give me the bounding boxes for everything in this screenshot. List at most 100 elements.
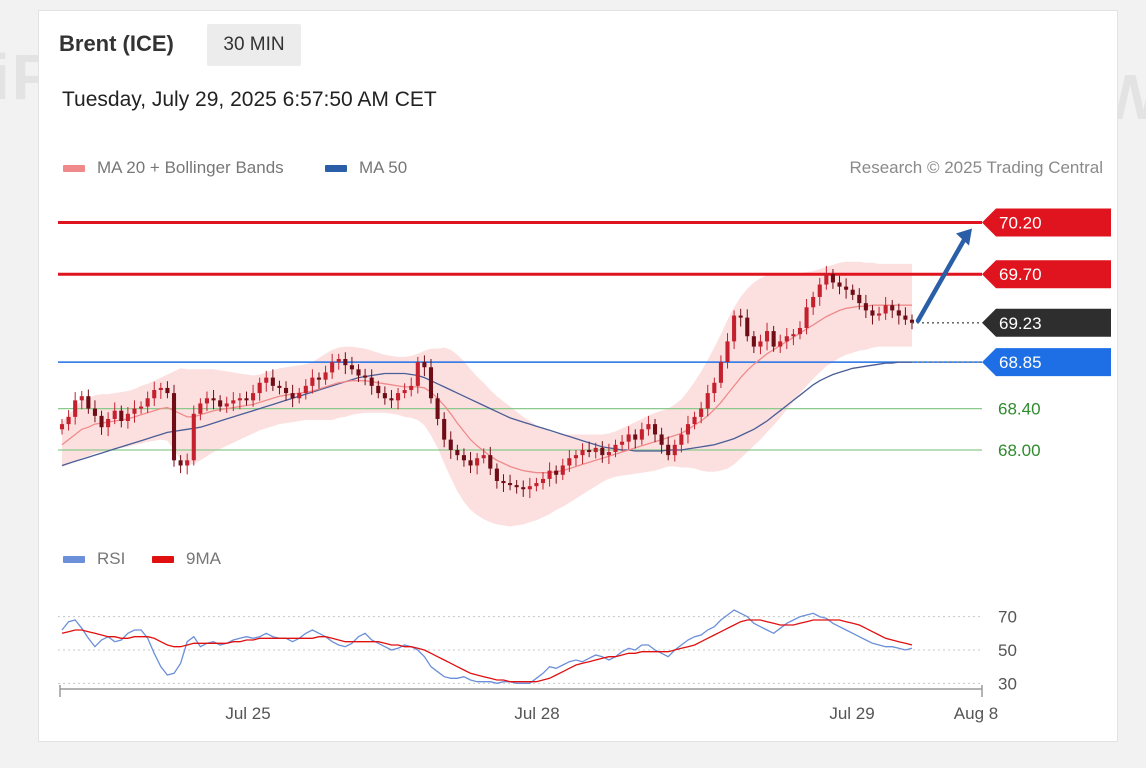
candle-body xyxy=(514,485,519,488)
candle-body xyxy=(573,455,578,459)
candle-body xyxy=(185,460,190,466)
candle-body xyxy=(824,274,829,285)
candle-body xyxy=(883,305,888,314)
candle-body xyxy=(132,408,137,414)
candle-body xyxy=(198,403,203,414)
candle-body xyxy=(587,449,592,453)
candle-body xyxy=(435,398,440,419)
candle-body xyxy=(738,315,743,318)
candle-body xyxy=(171,393,177,461)
candle-body xyxy=(534,483,539,487)
candle-body xyxy=(758,341,763,347)
rsi-9ma-line xyxy=(61,619,913,683)
candle-body xyxy=(692,416,697,425)
candle-body xyxy=(804,307,809,328)
candle-body xyxy=(461,455,466,461)
candle-body xyxy=(92,408,97,416)
candle-body xyxy=(119,410,124,422)
candle-body xyxy=(679,434,684,445)
candle-body xyxy=(178,460,183,466)
ma9-swatch xyxy=(152,555,174,563)
legend-ma50: MA 50 xyxy=(325,158,407,178)
x-tick-label: Jul 28 xyxy=(514,704,559,723)
candle-body xyxy=(224,403,229,407)
candle-body xyxy=(672,444,677,456)
candle-body xyxy=(356,369,361,376)
candle-body xyxy=(79,396,84,401)
candle-body xyxy=(646,424,651,430)
x-tick-label: Jul 25 xyxy=(225,704,270,723)
candle-body xyxy=(600,447,605,456)
ma50-line xyxy=(61,361,912,467)
candle-body xyxy=(283,387,289,394)
candle-body xyxy=(99,415,104,428)
candle-body xyxy=(751,336,756,347)
candle-body xyxy=(402,390,407,394)
instrument-title: Brent (ICE) xyxy=(59,31,174,56)
candle-body xyxy=(270,377,275,386)
candle-body xyxy=(165,387,170,394)
level-label-68.40: 68.40 xyxy=(998,400,1041,419)
candle-body xyxy=(620,441,625,445)
rsi-line xyxy=(61,609,913,684)
candle-body xyxy=(349,365,354,370)
candle-body xyxy=(501,480,506,484)
candle-body xyxy=(771,331,776,347)
candle-body xyxy=(606,452,611,456)
ma20-swatch xyxy=(63,164,85,172)
candle-body xyxy=(369,377,374,386)
candle-body xyxy=(455,449,460,456)
candle-body xyxy=(764,331,770,342)
candle-body xyxy=(363,375,368,378)
candle-body xyxy=(428,367,434,399)
price-tag-69.70 xyxy=(982,260,1111,289)
target-arrow-head xyxy=(956,228,972,246)
candle-body xyxy=(863,303,868,311)
legend-ma20: MA 20 + Bollinger Bands xyxy=(63,158,284,178)
candle-body xyxy=(73,400,78,417)
candle-body xyxy=(784,336,789,342)
candle-body xyxy=(903,315,908,320)
x-tick-label: Aug 8 xyxy=(954,704,998,723)
candle-body xyxy=(639,429,644,440)
rsi-tick-70: 70 xyxy=(998,608,1017,627)
candle-body xyxy=(125,413,130,422)
timeframe-button[interactable]: 30 MIN xyxy=(207,24,301,66)
candle-body xyxy=(870,310,875,316)
ma9-legend-label: 9MA xyxy=(186,549,221,568)
candle-body xyxy=(521,487,526,490)
candle-body xyxy=(705,393,710,409)
bollinger-band-area xyxy=(62,261,912,527)
candle-body xyxy=(593,447,598,453)
candle-body xyxy=(251,393,256,401)
target-arrow-shaft xyxy=(915,234,969,324)
rsi-legend-label: RSI xyxy=(97,549,126,568)
candle-body xyxy=(448,439,453,450)
candle-body xyxy=(396,393,401,401)
price-tag-68.85 xyxy=(982,348,1111,377)
legend-rsi: RSI xyxy=(63,549,125,569)
candle-body xyxy=(468,460,473,466)
candle-body xyxy=(191,413,196,461)
candle-body xyxy=(877,313,882,316)
candle-body xyxy=(791,334,796,337)
candle-body xyxy=(415,362,420,386)
candle-body xyxy=(343,358,348,366)
candle-body xyxy=(666,444,671,456)
candle-body xyxy=(310,377,315,386)
candle-body xyxy=(547,470,552,479)
candle-body xyxy=(231,400,236,404)
candle-body xyxy=(244,398,249,401)
candle-body xyxy=(837,282,842,287)
rsi-swatch xyxy=(63,555,85,563)
candle-body xyxy=(580,449,585,456)
ma50-swatch xyxy=(325,164,347,172)
candle-body xyxy=(158,387,163,390)
candle-body xyxy=(264,377,269,383)
legend-9ma: 9MA xyxy=(152,549,221,569)
candle-body xyxy=(237,398,242,401)
candle-body xyxy=(422,362,427,368)
candle-body xyxy=(277,385,282,388)
candle-body xyxy=(204,398,210,404)
candle-body xyxy=(718,362,723,383)
